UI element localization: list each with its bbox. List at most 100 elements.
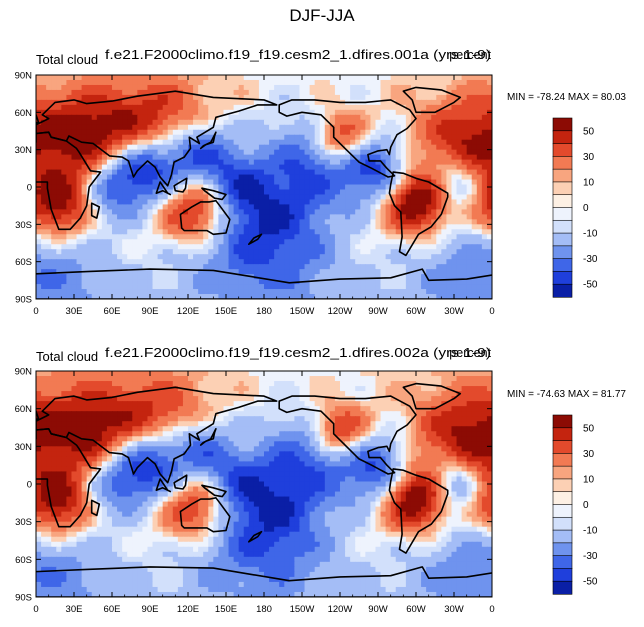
field-cell [289, 284, 295, 290]
field-cell [228, 114, 235, 121]
field-cell [162, 381, 169, 387]
field-cell [284, 154, 290, 161]
field-cell [431, 411, 437, 417]
field-cell [112, 184, 118, 191]
field-cell [243, 79, 250, 86]
field-cell [355, 89, 361, 96]
field-cell [329, 79, 336, 86]
field-cell [203, 219, 209, 225]
field-cell [486, 244, 492, 250]
field-cell [167, 114, 174, 121]
field-cell [46, 124, 52, 131]
field-cell [117, 294, 123, 299]
field-cell [112, 411, 118, 417]
field-cell [486, 294, 492, 299]
field-cell [355, 129, 361, 136]
field-cell [182, 376, 189, 382]
field-cell [269, 401, 275, 407]
field-cell [486, 371, 492, 377]
field-cell [431, 381, 437, 387]
field-cell [405, 144, 412, 151]
field-cell [365, 386, 371, 392]
field-cell [223, 164, 230, 171]
field-cell [71, 134, 78, 141]
field-cell [279, 371, 285, 377]
field-cell [238, 144, 245, 151]
field-cell [416, 254, 422, 260]
field-cell [456, 119, 463, 126]
field-cell [152, 79, 159, 86]
field-cell [122, 219, 128, 225]
field-cell [294, 184, 301, 191]
field-cell [41, 411, 47, 417]
field-cell [390, 224, 397, 230]
field-cell [334, 109, 341, 116]
field-cell [476, 139, 483, 146]
field-cell [198, 75, 204, 81]
field-cell [269, 274, 275, 280]
field-cell [203, 371, 209, 377]
field-cell [441, 219, 447, 225]
field-cell [461, 174, 468, 181]
field-cell [380, 104, 387, 111]
field-cell [253, 224, 260, 230]
field-cell [385, 199, 392, 206]
field-cell [188, 219, 194, 225]
field-cell [76, 75, 83, 81]
field-cell [101, 406, 108, 412]
field-cell [76, 194, 83, 201]
field-cell [375, 189, 382, 196]
field-cell [476, 371, 483, 377]
field-cell [147, 169, 154, 176]
field-cell [284, 244, 290, 250]
field-cell [324, 194, 331, 201]
field-cell [324, 279, 331, 285]
field-cell [441, 164, 447, 171]
field-cell [56, 406, 62, 412]
field-cell [96, 184, 103, 191]
field-cell [248, 264, 255, 270]
field-cell [446, 406, 453, 412]
field-cell [476, 244, 483, 250]
field-cell [172, 289, 179, 295]
field-cell [461, 219, 468, 225]
field-cell [127, 259, 133, 265]
field-cell [446, 179, 453, 186]
field-cell [451, 149, 458, 156]
field-cell [213, 254, 219, 260]
field-cell [309, 401, 316, 407]
field-cell [86, 289, 93, 295]
field-cell [66, 179, 73, 186]
field-cell [51, 284, 57, 290]
field-cell [370, 284, 377, 290]
field-cell [410, 274, 417, 280]
field-cell [117, 224, 123, 230]
field-cell [61, 396, 67, 402]
field-cell [481, 401, 488, 407]
field-cell [253, 289, 260, 295]
field-cell [284, 84, 290, 91]
field-cell [208, 264, 214, 270]
field-cell [117, 371, 123, 377]
field-cell [188, 209, 194, 215]
field-cell [426, 194, 432, 201]
field-cell [46, 159, 52, 166]
field-cell [324, 159, 331, 166]
field-cell [289, 401, 295, 407]
field-cell [340, 199, 346, 206]
field-cell [41, 154, 47, 161]
field-cell [71, 284, 78, 290]
field-cell [132, 124, 138, 131]
field-cell [101, 154, 108, 161]
field-cell [182, 159, 189, 166]
field-cell [350, 269, 356, 275]
field-cell [481, 184, 488, 191]
field-cell [127, 279, 133, 285]
field-cell [177, 406, 184, 412]
field-cell [46, 381, 52, 387]
field-cell [117, 406, 123, 412]
field-cell [345, 209, 351, 215]
field-cell [329, 169, 336, 176]
field-cell [360, 139, 366, 146]
field-cell [36, 84, 42, 91]
